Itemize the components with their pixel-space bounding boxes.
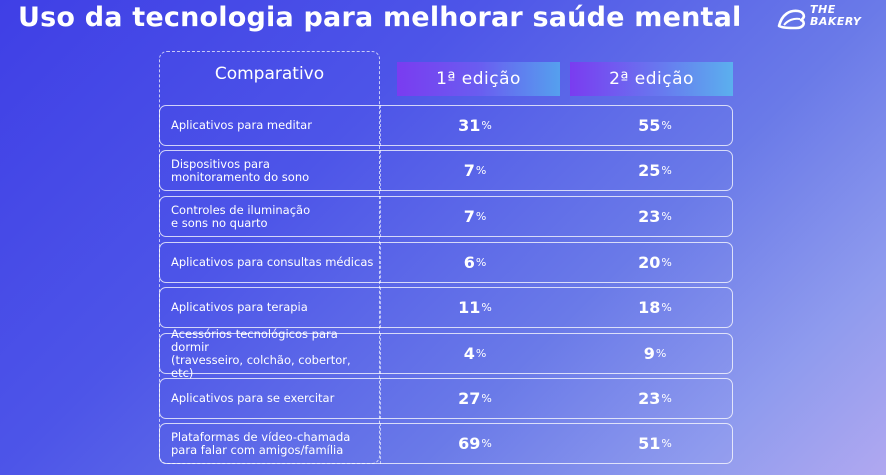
edition-2-value: 18% bbox=[580, 288, 730, 327]
column-divider bbox=[380, 196, 381, 237]
value-number: 11 bbox=[458, 298, 481, 317]
row-label: Aplicativos para terapia bbox=[171, 300, 308, 314]
value-unit: % bbox=[481, 119, 492, 132]
edition-2-value: 20% bbox=[580, 243, 730, 282]
edition-1-value: 11% bbox=[400, 288, 550, 327]
brand-logo: THE BAKERY bbox=[776, 4, 861, 36]
table-row: Acessórios tecnológicos para dormir (tra… bbox=[159, 326, 733, 380]
value-number: 69 bbox=[458, 434, 481, 453]
value-unit: % bbox=[475, 210, 487, 223]
edition-2-header: 2ª edição bbox=[570, 62, 733, 96]
table-row: Aplicativos para terapia 11% 18% bbox=[159, 287, 733, 328]
logo-text-line1: THE bbox=[810, 3, 836, 16]
value-number: 7 bbox=[463, 161, 475, 180]
value-number: 7 bbox=[463, 207, 475, 226]
value-unit: % bbox=[475, 256, 487, 269]
page-title: Uso da tecnologia para melhorar saúde me… bbox=[18, 2, 742, 33]
value-unit: % bbox=[655, 347, 667, 360]
table-row: Aplicativos para se exercitar 27% 23% bbox=[159, 378, 733, 419]
row-label: Controles de iluminação e sons no quarto bbox=[171, 202, 311, 230]
table-row: Dispositivos para monitoramento do sono 7… bbox=[159, 150, 733, 191]
value-number: 23 bbox=[638, 207, 661, 226]
table-row: Aplicativos para consultas médicas 6% 20% bbox=[159, 242, 733, 283]
edition-2-value: 9% bbox=[580, 334, 730, 373]
table-row: Plataformas de vídeo-chamada para falar … bbox=[159, 423, 733, 464]
value-unit: % bbox=[475, 347, 487, 360]
column-divider bbox=[380, 150, 381, 191]
value-unit: % bbox=[481, 392, 492, 405]
row-label: Acessórios tecnológicos para dormir (tra… bbox=[171, 326, 351, 380]
edition-1-header: 1ª edição bbox=[397, 62, 560, 96]
edition-2-value: 25% bbox=[580, 151, 730, 190]
value-number: 55 bbox=[638, 116, 661, 135]
row-label: Plataformas de vídeo-chamada para falar … bbox=[171, 429, 351, 457]
column-divider bbox=[380, 423, 381, 464]
row-label: Dispositivos para monitoramento do sono bbox=[171, 156, 310, 184]
value-number: 18 bbox=[638, 298, 661, 317]
value-number: 20 bbox=[638, 253, 661, 272]
row-label: Aplicativos para meditar bbox=[171, 118, 312, 132]
value-number: 27 bbox=[458, 389, 481, 408]
column-divider bbox=[380, 242, 381, 283]
value-number: 23 bbox=[638, 389, 661, 408]
value-number: 25 bbox=[638, 161, 661, 180]
edition-1-value: 6% bbox=[400, 243, 550, 282]
value-unit: % bbox=[481, 301, 492, 314]
edition-1-value: 7% bbox=[400, 197, 550, 236]
edition-2-value: 51% bbox=[580, 424, 730, 463]
value-unit: % bbox=[661, 301, 672, 314]
edition-1-value: 27% bbox=[400, 379, 550, 418]
edition-1-value: 4% bbox=[400, 334, 550, 373]
comparativo-header: Comparativo bbox=[214, 64, 325, 84]
column-divider bbox=[380, 105, 381, 146]
value-unit: % bbox=[661, 119, 672, 132]
row-label: Aplicativos para se exercitar bbox=[171, 391, 335, 405]
logo-text-line2: BAKERY bbox=[810, 15, 862, 28]
edition-2-value: 55% bbox=[580, 106, 730, 145]
value-number: 4 bbox=[463, 344, 475, 363]
value-unit: % bbox=[475, 164, 487, 177]
edition-1-value: 7% bbox=[400, 151, 550, 190]
value-number: 6 bbox=[463, 253, 475, 272]
value-unit: % bbox=[481, 437, 492, 450]
value-unit: % bbox=[661, 164, 672, 177]
table-row: Aplicativos para meditar 31% 55% bbox=[159, 105, 733, 146]
edition-1-value: 69% bbox=[400, 424, 550, 463]
column-divider bbox=[380, 333, 381, 374]
row-label: Aplicativos para consultas médicas bbox=[171, 255, 374, 269]
edition-2-value: 23% bbox=[580, 197, 730, 236]
value-unit: % bbox=[661, 437, 672, 450]
value-number: 31 bbox=[458, 116, 481, 135]
bakery-logo-icon bbox=[777, 9, 806, 30]
value-unit: % bbox=[661, 210, 672, 223]
value-unit: % bbox=[661, 256, 672, 269]
table-row: Controles de iluminação e sons no quarto… bbox=[159, 196, 733, 237]
value-unit: % bbox=[661, 392, 672, 405]
value-number: 9 bbox=[643, 344, 655, 363]
edition-2-value: 23% bbox=[580, 379, 730, 418]
column-divider bbox=[380, 287, 381, 328]
column-divider bbox=[380, 378, 381, 419]
edition-1-value: 31% bbox=[400, 106, 550, 145]
value-number: 51 bbox=[638, 434, 661, 453]
